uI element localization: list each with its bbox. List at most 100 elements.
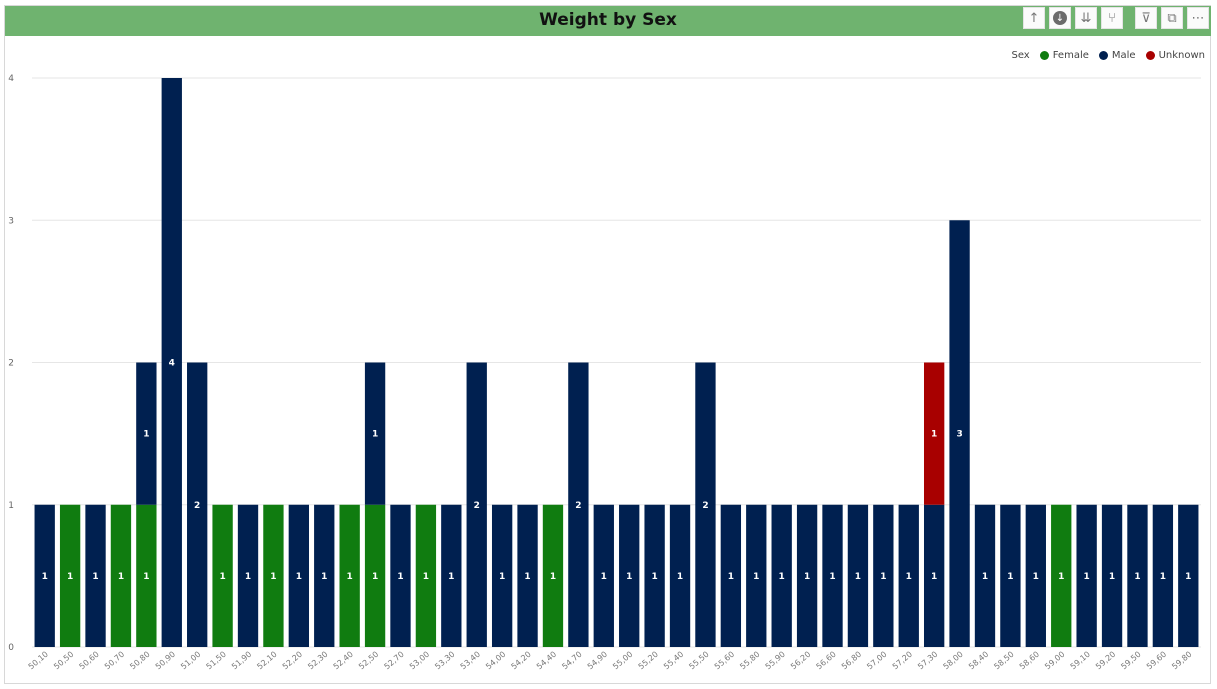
bar-male[interactable]: [644, 504, 665, 647]
x-tick-label: 55,20: [637, 650, 660, 672]
data-label: 1: [829, 572, 835, 582]
more-options-icon[interactable]: ⋯: [1187, 7, 1209, 29]
drill-down-mode-icon[interactable]: ↓: [1049, 7, 1071, 29]
data-label: 1: [143, 430, 149, 440]
bar-male[interactable]: [85, 504, 106, 647]
x-tick-label: 59,20: [1094, 650, 1117, 672]
x-tick-label: 52,10: [255, 650, 278, 672]
x-tick-label: 55,80: [738, 650, 761, 672]
bar-male[interactable]: [136, 362, 157, 505]
bar-male[interactable]: [441, 504, 462, 647]
data-label: 1: [550, 572, 556, 582]
legend-item-male[interactable]: Male: [1111, 50, 1136, 61]
bar-male[interactable]: [923, 504, 945, 647]
bar-male[interactable]: [746, 504, 767, 647]
x-tick-label: 52,50: [357, 650, 380, 672]
data-label: 1: [219, 572, 225, 582]
legend-item-unknown[interactable]: Unknown: [1158, 50, 1205, 61]
bar-female[interactable]: [542, 504, 564, 647]
bar-male[interactable]: [974, 504, 996, 647]
x-tick-label: 50,10: [27, 650, 50, 672]
bar-male[interactable]: [237, 504, 259, 647]
data-label: 1: [982, 572, 988, 582]
bar-male[interactable]: [822, 504, 843, 647]
bar-male[interactable]: [796, 504, 818, 647]
data-label: 1: [728, 572, 734, 582]
bar-male[interactable]: [288, 504, 310, 647]
bar-female[interactable]: [263, 504, 284, 647]
data-label: 1: [880, 572, 886, 582]
bar-male[interactable]: [847, 504, 869, 647]
data-label: 1: [855, 572, 861, 582]
bar-male[interactable]: [593, 504, 614, 647]
bar-male[interactable]: [1101, 504, 1123, 647]
bar-male[interactable]: [364, 362, 386, 505]
bar-male[interactable]: [1000, 504, 1021, 647]
data-label: 1: [1007, 572, 1013, 582]
bar-male[interactable]: [1127, 504, 1148, 647]
data-label: 1: [601, 572, 607, 582]
x-tick-label: 51,50: [205, 650, 228, 672]
bar-male[interactable]: [669, 504, 691, 647]
bar-female[interactable]: [364, 504, 386, 647]
x-tick-label: 59,00: [1043, 650, 1066, 672]
data-label: 1: [67, 572, 73, 582]
bar-female[interactable]: [339, 504, 360, 647]
bar-unknown[interactable]: [923, 362, 945, 505]
expand-hierarchy-icon[interactable]: ⑂: [1101, 7, 1123, 29]
x-tick-label: 52,30: [306, 650, 329, 672]
x-tick-label: 52,40: [332, 650, 355, 672]
legend: Sex Female Male Unknown: [1011, 50, 1205, 61]
bar-male[interactable]: [1152, 504, 1174, 647]
x-tick-label: 52,20: [281, 650, 304, 672]
data-label: 1: [245, 572, 251, 582]
bar-male[interactable]: [898, 504, 919, 647]
bar-male[interactable]: [720, 504, 742, 647]
bar-male[interactable]: [619, 504, 640, 647]
data-label: 1: [651, 572, 657, 582]
data-label: 1: [906, 572, 912, 582]
bar-male[interactable]: [34, 504, 55, 647]
bar-female[interactable]: [212, 504, 233, 647]
focus-mode-icon[interactable]: ⧉: [1161, 7, 1183, 29]
data-label: 1: [499, 572, 505, 582]
go-to-next-level-icon[interactable]: ⇊: [1075, 7, 1097, 29]
bar-male[interactable]: [949, 220, 970, 647]
data-label: 1: [118, 572, 124, 582]
x-tick-label: 58,50: [992, 650, 1015, 672]
bar-female[interactable]: [59, 504, 81, 647]
bar-male[interactable]: [390, 504, 411, 647]
bar-male[interactable]: [695, 362, 716, 648]
bar-female[interactable]: [1051, 504, 1072, 647]
x-tick-label: 50,70: [103, 650, 126, 672]
legend-item-female[interactable]: Female: [1052, 50, 1089, 61]
bar-male[interactable]: [466, 362, 487, 648]
bar-male[interactable]: [1076, 504, 1097, 647]
bar-male[interactable]: [873, 504, 894, 647]
x-tick-label: 59,10: [1069, 650, 1092, 672]
bar-female[interactable]: [110, 504, 132, 647]
data-label: 1: [1185, 572, 1191, 582]
bar-male[interactable]: [491, 504, 513, 647]
bar-male[interactable]: [187, 362, 208, 648]
bar-male[interactable]: [1025, 504, 1046, 647]
drill-up-icon[interactable]: ↑: [1023, 7, 1045, 29]
bar-female[interactable]: [136, 504, 157, 647]
bar-female[interactable]: [415, 504, 437, 647]
bar-male[interactable]: [568, 362, 589, 648]
y-tick-label: 2: [8, 359, 14, 369]
data-label: 1: [372, 572, 378, 582]
bar-male[interactable]: [517, 504, 538, 647]
filter-icon[interactable]: ⊽: [1135, 7, 1157, 29]
bar-male[interactable]: [771, 504, 792, 647]
x-tick-label: 50,80: [128, 650, 151, 672]
legend-swatch-female: [1039, 51, 1049, 60]
bar-male[interactable]: [314, 504, 335, 647]
x-tick-label: 53,40: [459, 650, 482, 672]
data-label: 1: [1109, 572, 1115, 582]
bar-male[interactable]: [1178, 504, 1199, 647]
bar-male[interactable]: [161, 78, 182, 647]
data-label: 1: [1033, 572, 1039, 582]
x-tick-label: 58,40: [967, 650, 990, 672]
